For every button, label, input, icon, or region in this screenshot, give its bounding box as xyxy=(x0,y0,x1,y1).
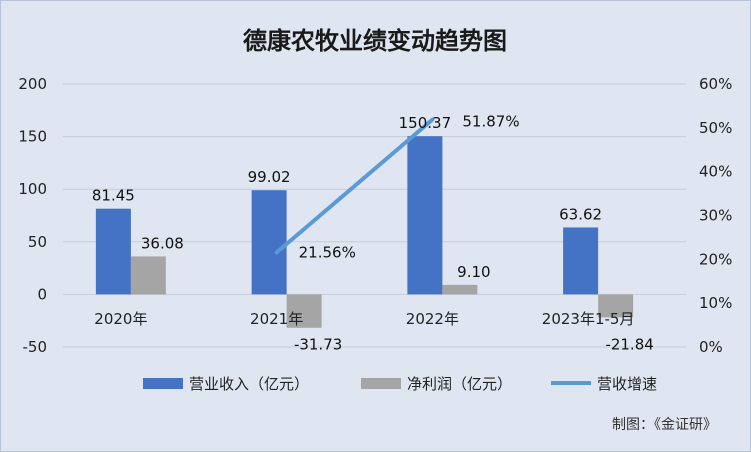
growth-line xyxy=(274,117,435,255)
left-tick-label: 200 xyxy=(18,75,47,93)
data-labels: 81.45 99.02 150.37 63.62 36.08 -31.73 9.10 -21.… xyxy=(92,113,654,354)
revenue-bar xyxy=(407,136,443,295)
category-label: 2022年 xyxy=(406,310,459,328)
right-tick-label: 0% xyxy=(699,338,723,356)
left-tick-label: 100 xyxy=(18,180,47,198)
profit-bar xyxy=(130,256,166,295)
right-tick-label: 10% xyxy=(699,294,732,312)
right-tick-label: 50% xyxy=(699,119,732,137)
right-tick-label: 20% xyxy=(699,250,732,268)
revenue-label: 63.62 xyxy=(559,205,602,223)
revenue-label: 99.02 xyxy=(248,168,291,186)
credit-text: 制图：《金证研》 xyxy=(612,417,717,433)
chart-title: 德康农牧业绩变动趋势图 xyxy=(243,27,507,55)
left-tick-label: 0 xyxy=(37,285,47,303)
bar-marks xyxy=(95,136,634,328)
left-tick-label: 50 xyxy=(28,233,47,251)
left-tick-label: 150 xyxy=(18,128,47,146)
legend-label: 净利润（亿元） xyxy=(407,375,512,393)
profit-label: -31.73 xyxy=(294,335,342,353)
growth-label: 51.87% xyxy=(462,113,519,131)
growth-line-path xyxy=(274,117,435,255)
left-tick-label: -50 xyxy=(23,338,48,356)
profit-label: 9.10 xyxy=(457,263,490,281)
growth-label: 21.56% xyxy=(299,243,356,261)
revenue-label: 81.45 xyxy=(92,187,135,205)
revenue-bar xyxy=(563,227,599,295)
legend: 营业收入（亿元） 净利润（亿元） 营收增速 xyxy=(143,375,657,393)
right-tick-label: 60% xyxy=(699,75,732,93)
profit-label: -21.84 xyxy=(605,335,653,353)
revenue-bar xyxy=(95,208,131,295)
revenue-bar xyxy=(251,190,287,295)
right-tick-label: 40% xyxy=(699,163,732,181)
profit-label: 36.08 xyxy=(141,234,184,252)
gridlines xyxy=(63,83,686,348)
profit-bar xyxy=(598,294,634,318)
legend-label: 营业收入（亿元） xyxy=(189,375,309,393)
profit-bar xyxy=(286,294,322,328)
category-label: 2020年 xyxy=(94,310,147,328)
left-axis-ticks: -50 0 50 100 150 200 xyxy=(18,75,47,356)
revenue-label: 150.37 xyxy=(399,114,452,132)
category-label: 2021年 xyxy=(250,310,303,328)
category-label: 2023年1-5月 xyxy=(542,310,635,328)
profit-bar xyxy=(442,284,478,295)
legend-swatch xyxy=(361,378,401,389)
right-axis-ticks: 0% 10% 20% 30% 40% 50% 60% xyxy=(699,75,732,356)
legend-swatch xyxy=(143,378,183,389)
category-labels: 2020年 2021年 2022年 2023年1-5月 xyxy=(94,310,634,328)
legend-label: 营收增速 xyxy=(597,375,657,393)
right-tick-label: 30% xyxy=(699,207,732,225)
